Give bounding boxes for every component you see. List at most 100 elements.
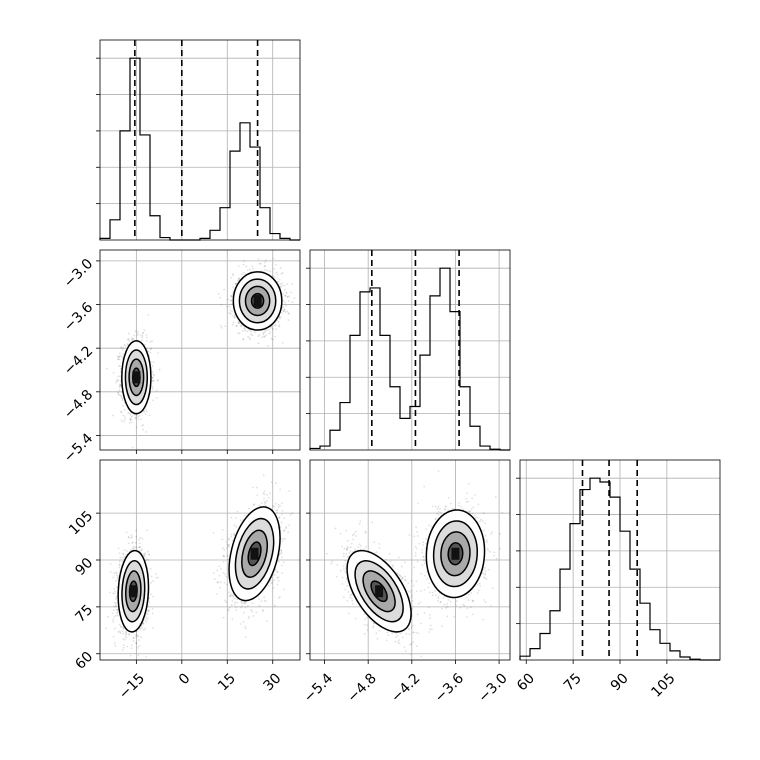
scatter-point	[130, 647, 133, 650]
x-tick-label: 75	[561, 670, 585, 694]
scatter-point	[123, 555, 126, 558]
scatter-point	[282, 305, 284, 308]
scatter-point	[151, 376, 154, 379]
scatter-point	[122, 553, 125, 556]
scatter-point	[131, 536, 134, 538]
scatter-point	[223, 581, 226, 584]
scatter-point	[127, 332, 130, 335]
scatter-point	[268, 329, 270, 331]
scatter-point	[125, 531, 128, 534]
scatter-point	[145, 620, 148, 623]
scatter-point	[147, 553, 150, 556]
scatter-point	[113, 642, 116, 645]
scatter-point	[145, 333, 148, 336]
scatter-point	[252, 267, 254, 270]
scatter-point	[142, 428, 144, 431]
scatter-point	[135, 633, 138, 636]
scatter-point	[227, 609, 230, 612]
scatter-point	[122, 552, 125, 555]
scatter-point	[113, 590, 116, 593]
scatter-point	[138, 415, 141, 417]
scatter-point	[279, 488, 281, 491]
scatter-point	[119, 632, 122, 634]
scatter-point	[273, 604, 276, 607]
scatter-point	[280, 513, 283, 516]
scatter-point	[262, 333, 265, 336]
scatter-point	[280, 552, 283, 555]
scatter-point	[133, 334, 136, 337]
scatter-point	[131, 338, 134, 341]
x-tick-label: 105	[648, 670, 678, 700]
scatter-point	[235, 609, 238, 611]
scatter-point	[117, 379, 120, 382]
scatter-point	[238, 277, 241, 280]
scatter-point	[118, 385, 121, 387]
scatter-point	[122, 627, 125, 630]
scatter-point	[134, 546, 137, 549]
scatter-point	[220, 303, 223, 306]
scatter-point	[144, 556, 147, 559]
scatter-point	[120, 411, 123, 414]
scatter-point	[279, 267, 282, 270]
scatter-point	[280, 272, 283, 275]
scatter-point	[242, 338, 245, 341]
scatter-point	[114, 645, 117, 647]
scatter-point	[127, 339, 130, 342]
x-tick-labels: 60 75 90 105	[514, 670, 679, 700]
scatter-point	[109, 562, 112, 565]
scatter-point	[237, 331, 240, 334]
scatter-point	[119, 367, 122, 370]
scatter-point	[124, 418, 126, 421]
scatter-point	[124, 633, 127, 636]
scatter-point	[228, 544, 231, 546]
scatter-point	[279, 596, 281, 598]
scatter-point	[282, 537, 285, 540]
scatter-point	[146, 613, 149, 616]
scatter-point	[284, 294, 287, 297]
scatter-point	[223, 288, 226, 291]
scatter-point	[112, 620, 115, 623]
y-tick-label: −4.2	[61, 343, 96, 378]
scatter-point	[237, 265, 240, 268]
scatter-point	[232, 274, 234, 277]
scatter-point	[141, 537, 144, 540]
scatter-point	[230, 294, 233, 297]
scatter-point	[137, 654, 140, 657]
scatter-point	[230, 299, 232, 302]
scatter-point	[135, 635, 137, 638]
scatter-point	[116, 576, 119, 579]
scatter-point	[287, 319, 290, 322]
scatter-point	[135, 414, 138, 417]
scatter-point	[137, 418, 140, 421]
corner-panel-hist-0	[96, 39, 301, 241]
scatter-point	[285, 304, 287, 307]
scatter-point	[231, 323, 234, 326]
scatter-point	[233, 315, 236, 317]
scatter-point	[290, 291, 293, 294]
scatter-point	[124, 344, 127, 347]
scatter-point	[243, 327, 246, 329]
scatter-point	[131, 542, 133, 544]
scatter-point	[134, 330, 137, 333]
scatter-point	[120, 355, 123, 358]
scatter-point	[222, 616, 225, 619]
scatter-point	[228, 312, 231, 314]
scatter-point	[135, 535, 138, 538]
axis-frame	[309, 249, 511, 451]
scatter-point	[116, 378, 118, 381]
scatter-point	[257, 342, 260, 344]
scatter-point	[146, 529, 149, 532]
scatter-point	[139, 546, 142, 548]
scatter-point	[118, 355, 121, 358]
scatter-point	[232, 273, 235, 275]
scatter-point	[242, 621, 245, 623]
scatter-point	[264, 501, 267, 504]
scatter-point	[284, 311, 287, 313]
scatter-point	[157, 378, 160, 381]
scatter-point	[156, 379, 159, 382]
scatter-point	[132, 637, 135, 639]
scatter-point	[280, 548, 283, 551]
scatter-point	[157, 576, 159, 579]
scatter-point	[263, 335, 265, 338]
scatter-point	[283, 289, 286, 291]
